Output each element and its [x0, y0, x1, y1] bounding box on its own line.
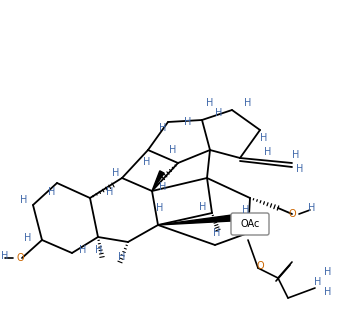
- Text: H: H: [1, 251, 9, 261]
- Text: H: H: [79, 245, 87, 255]
- Text: H: H: [324, 267, 332, 277]
- Text: H: H: [106, 187, 114, 197]
- Text: H: H: [314, 277, 322, 287]
- Text: H: H: [206, 98, 214, 108]
- Text: H: H: [112, 168, 120, 178]
- Text: O: O: [16, 253, 24, 263]
- Text: H: H: [264, 147, 272, 157]
- Text: H: H: [20, 195, 28, 205]
- Text: H: H: [260, 133, 268, 143]
- Text: H: H: [213, 228, 221, 238]
- Polygon shape: [152, 171, 164, 191]
- Text: O: O: [256, 261, 264, 271]
- Text: H: H: [143, 157, 151, 167]
- Text: H: H: [169, 145, 177, 155]
- Text: H: H: [296, 164, 304, 174]
- Text: H: H: [48, 187, 56, 197]
- Polygon shape: [158, 215, 232, 225]
- Text: H: H: [156, 203, 164, 213]
- Text: H: H: [24, 233, 32, 243]
- Text: O: O: [288, 209, 296, 219]
- Text: H: H: [292, 150, 300, 160]
- Text: H: H: [308, 203, 316, 213]
- Text: H: H: [118, 252, 126, 262]
- Text: OAc: OAc: [240, 219, 260, 229]
- Text: H: H: [215, 108, 223, 118]
- Text: H: H: [324, 287, 332, 297]
- FancyBboxPatch shape: [231, 213, 269, 235]
- Text: H: H: [159, 123, 167, 133]
- Text: H: H: [184, 117, 192, 127]
- Text: H: H: [199, 202, 207, 212]
- Text: H: H: [159, 182, 167, 192]
- Text: H: H: [95, 245, 103, 255]
- Text: H: H: [244, 98, 252, 108]
- Text: H: H: [242, 205, 250, 215]
